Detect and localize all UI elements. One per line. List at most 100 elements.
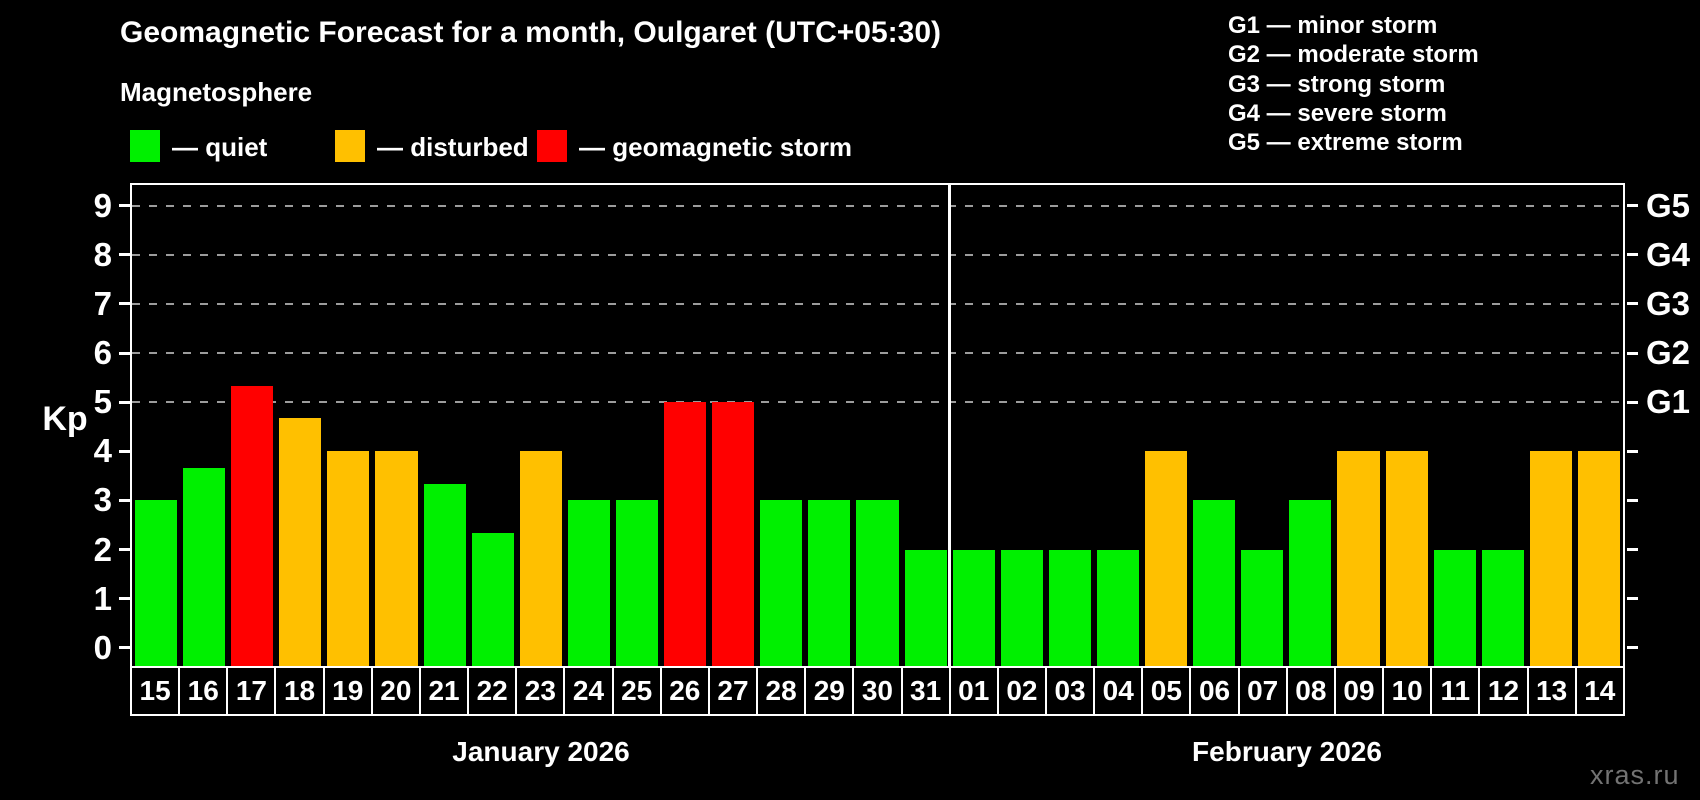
kp-bar-day-10 xyxy=(1385,451,1428,666)
day-cell-21: 21 xyxy=(418,666,470,716)
kp-bar-day-15 xyxy=(135,500,178,666)
gridline-kp9 xyxy=(132,204,1623,207)
day-cell-07: 07 xyxy=(1237,666,1288,716)
y-tick-label-5: 5 xyxy=(93,383,112,421)
kp-bar-day-12 xyxy=(1481,549,1524,666)
day-cell-14: 14 xyxy=(1574,666,1625,716)
day-cell-13: 13 xyxy=(1526,666,1577,716)
kp-bar-day-25 xyxy=(615,500,659,666)
plot-area xyxy=(130,183,1625,668)
y-tick-label-9: 9 xyxy=(93,186,112,224)
y-tick-label-1: 1 xyxy=(93,579,112,617)
left-tick-kp9 xyxy=(119,204,130,208)
day-cell-29: 29 xyxy=(804,666,855,716)
day-cell-01: 01 xyxy=(948,666,999,716)
gridline-kp8 xyxy=(132,253,1623,256)
right-tick-kp9 xyxy=(1627,204,1638,208)
gridline-kp6 xyxy=(132,352,1623,355)
kp-bar-day-06 xyxy=(1193,500,1236,666)
g-axis-label-G1: G1 xyxy=(1646,383,1691,421)
left-tick-kp2 xyxy=(119,548,130,552)
y-tick-label-6: 6 xyxy=(93,334,112,372)
y-tick-label-7: 7 xyxy=(93,284,112,322)
day-cell-19: 19 xyxy=(322,666,373,716)
right-tick-kp4 xyxy=(1627,449,1638,453)
day-cell-24: 24 xyxy=(563,666,614,716)
kp-bar-day-30 xyxy=(856,500,899,666)
g-legend-line-3: G3 — strong storm xyxy=(1228,70,1446,98)
watermark-xras: xras.ru xyxy=(1590,760,1680,790)
kp-bar-day-14 xyxy=(1577,451,1620,666)
day-cell-09: 09 xyxy=(1333,666,1385,716)
kp-bar-day-31 xyxy=(904,549,947,666)
chart-title: Geomagnetic Forecast for a month, Oulgar… xyxy=(120,16,942,49)
chart-subtitle-magnetosphere: Magnetosphere xyxy=(120,77,313,107)
right-tick-kp3 xyxy=(1627,498,1638,502)
left-tick-kp8 xyxy=(119,253,130,257)
left-tick-kp6 xyxy=(119,351,130,355)
day-cell-18: 18 xyxy=(274,666,325,716)
day-cell-23: 23 xyxy=(515,666,566,716)
day-cell-30: 30 xyxy=(852,666,903,716)
day-cell-16: 16 xyxy=(178,666,229,716)
day-cell-17: 17 xyxy=(226,666,277,716)
day-cell-11: 11 xyxy=(1430,666,1481,716)
right-tick-kp1 xyxy=(1627,597,1638,601)
kp-bar-day-16 xyxy=(183,467,226,666)
y-axis-label-kp: Kp xyxy=(42,400,88,438)
kp-bar-day-08 xyxy=(1289,500,1332,666)
kp-bar-day-23 xyxy=(519,451,562,666)
g-axis-label-G4: G4 xyxy=(1646,235,1691,273)
kp-bar-day-20 xyxy=(375,451,418,666)
day-cell-20: 20 xyxy=(370,666,421,716)
kp-bar-day-13 xyxy=(1529,451,1572,666)
y-tick-label-3: 3 xyxy=(93,481,112,519)
day-cell-31: 31 xyxy=(900,666,951,716)
day-cell-08: 08 xyxy=(1285,666,1336,716)
left-tick-kp0 xyxy=(119,646,130,650)
g-legend-line-4: G4 — severe storm xyxy=(1228,99,1447,127)
day-cell-15: 15 xyxy=(130,666,181,716)
kp-bar-day-26 xyxy=(664,402,707,666)
right-tick-kp8 xyxy=(1627,253,1638,257)
kp-bar-day-24 xyxy=(567,500,610,666)
day-cell-12: 12 xyxy=(1478,666,1529,716)
day-cell-10: 10 xyxy=(1382,666,1433,716)
day-cell-28: 28 xyxy=(756,666,807,716)
left-tick-kp5 xyxy=(119,400,130,404)
left-tick-kp4 xyxy=(119,449,130,453)
g-axis-label-G2: G2 xyxy=(1646,334,1691,372)
legend-swatch-quiet xyxy=(130,130,160,162)
day-cell-06: 06 xyxy=(1189,666,1240,716)
left-tick-kp7 xyxy=(119,302,130,306)
kp-bar-day-27 xyxy=(712,402,755,666)
month-separator-line xyxy=(948,185,952,666)
day-cell-27: 27 xyxy=(707,666,759,716)
y-tick-label-2: 2 xyxy=(93,530,112,568)
month-label-january: January 2026 xyxy=(452,736,630,767)
left-tick-kp3 xyxy=(119,498,130,502)
g-axis-label-G5: G5 xyxy=(1646,186,1691,224)
kp-bar-day-03 xyxy=(1048,549,1091,666)
legend-swatch-storm xyxy=(537,130,567,162)
month-label-february: February 2026 xyxy=(1192,736,1382,767)
day-axis-row: 15 16 17 18 19 20 21 22 23 24 25 26 27 28 29 30 31 01 02 03… xyxy=(130,666,1625,716)
kp-bar-day-11 xyxy=(1433,549,1476,666)
day-cell-03: 03 xyxy=(1044,666,1096,716)
kp-bar-day-19 xyxy=(327,451,370,666)
g-legend-line-5: G5 — extreme storm xyxy=(1228,129,1463,157)
right-tick-kp7 xyxy=(1627,302,1638,306)
kp-bar-day-09 xyxy=(1337,451,1380,666)
left-tick-kp1 xyxy=(119,597,130,601)
kp-bar-day-04 xyxy=(1096,549,1140,666)
gridline-kp5 xyxy=(132,401,1623,404)
y-tick-label-4: 4 xyxy=(93,432,112,470)
y-tick-label-0: 0 xyxy=(93,628,112,666)
g-legend-line-2: G2 — moderate storm xyxy=(1228,41,1479,69)
legend-label-storm: — geomagnetic storm xyxy=(579,132,853,162)
kp-bar-day-28 xyxy=(760,500,803,666)
kp-bar-day-07 xyxy=(1241,549,1284,666)
kp-bar-day-18 xyxy=(279,418,322,666)
right-tick-kp6 xyxy=(1627,351,1638,355)
